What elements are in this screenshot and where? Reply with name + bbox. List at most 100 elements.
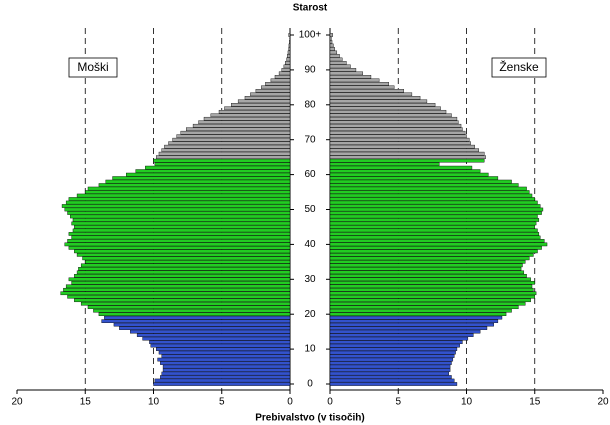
bar [288, 33, 291, 37]
y-tick-label: 70 [304, 134, 316, 145]
x-axis-label: Prebivalstvo (v tisočih) [255, 413, 364, 424]
bar [82, 256, 291, 261]
legend-label: Ženske [499, 59, 539, 74]
bar [78, 267, 291, 271]
bar [329, 106, 441, 111]
bar [329, 329, 481, 334]
bar [329, 78, 380, 83]
x-tick-label: 15 [529, 397, 541, 408]
bar [329, 260, 526, 264]
bar [63, 287, 291, 292]
bar [157, 357, 291, 362]
bar [329, 336, 469, 341]
bar [74, 249, 291, 254]
bar [329, 113, 452, 118]
bar [67, 239, 291, 243]
bar [168, 141, 291, 145]
bar [329, 186, 527, 191]
bar [136, 333, 291, 337]
bar [329, 162, 440, 166]
y-tick-label: 40 [304, 239, 316, 250]
bar [329, 43, 334, 48]
bar [329, 326, 488, 330]
bar [237, 99, 291, 104]
bar [265, 82, 291, 86]
bar [329, 197, 535, 201]
bar [329, 127, 463, 132]
bar [64, 207, 291, 212]
bar [186, 127, 291, 132]
bar [74, 274, 291, 278]
bar [71, 221, 291, 226]
bar [329, 343, 460, 348]
bar [329, 179, 512, 184]
x-tick-label: 20 [11, 397, 23, 408]
bar [119, 326, 291, 330]
bar [329, 357, 454, 362]
bar [153, 158, 291, 163]
bar [218, 109, 291, 114]
bar [329, 378, 455, 383]
bar [329, 176, 499, 180]
bar [281, 68, 291, 72]
bar [329, 354, 455, 358]
x-tick-label: 5 [395, 397, 401, 408]
bar [158, 151, 291, 156]
bar [329, 364, 451, 369]
bar [329, 183, 519, 187]
bar [65, 284, 291, 289]
bar [329, 333, 474, 337]
bar [161, 148, 291, 152]
bar [244, 96, 291, 100]
bar [160, 375, 291, 379]
bar [329, 322, 495, 327]
bar [329, 158, 485, 163]
bar [67, 211, 291, 215]
bar [329, 123, 462, 128]
bar [329, 249, 538, 254]
bar [329, 214, 538, 219]
bar [329, 172, 489, 177]
bar [329, 256, 530, 261]
bar [68, 197, 291, 201]
bar [329, 64, 351, 69]
bar [153, 382, 291, 386]
bar [329, 71, 363, 76]
bar [161, 371, 291, 376]
bar [125, 172, 291, 177]
bar [329, 267, 522, 271]
bar [87, 305, 291, 310]
y-tick-label: 30 [304, 274, 316, 285]
bar [156, 155, 291, 159]
bar [288, 43, 291, 48]
y-tick-label: 0 [307, 379, 313, 390]
bar [283, 64, 291, 69]
chart-title: Starost [293, 3, 328, 14]
bar [329, 85, 395, 90]
bar [329, 200, 538, 205]
bar [329, 89, 404, 93]
bar [329, 204, 541, 208]
bar [329, 361, 452, 365]
bar [329, 99, 428, 104]
bar [329, 54, 340, 58]
bar [270, 78, 291, 83]
bar [329, 263, 523, 268]
bar [72, 218, 291, 222]
bar [192, 123, 291, 128]
bar [80, 301, 291, 306]
bar [329, 319, 499, 323]
bar [261, 85, 291, 90]
y-tick-label: 100+ [299, 30, 322, 41]
bar [74, 298, 291, 303]
bar [142, 336, 291, 341]
bar [329, 221, 537, 226]
bar [60, 291, 291, 296]
bar [329, 235, 541, 240]
y-tick-label: 60 [304, 169, 316, 180]
bar [329, 169, 481, 173]
bar [329, 298, 531, 303]
bar [93, 308, 291, 313]
bar [329, 294, 535, 299]
bar [329, 347, 458, 351]
